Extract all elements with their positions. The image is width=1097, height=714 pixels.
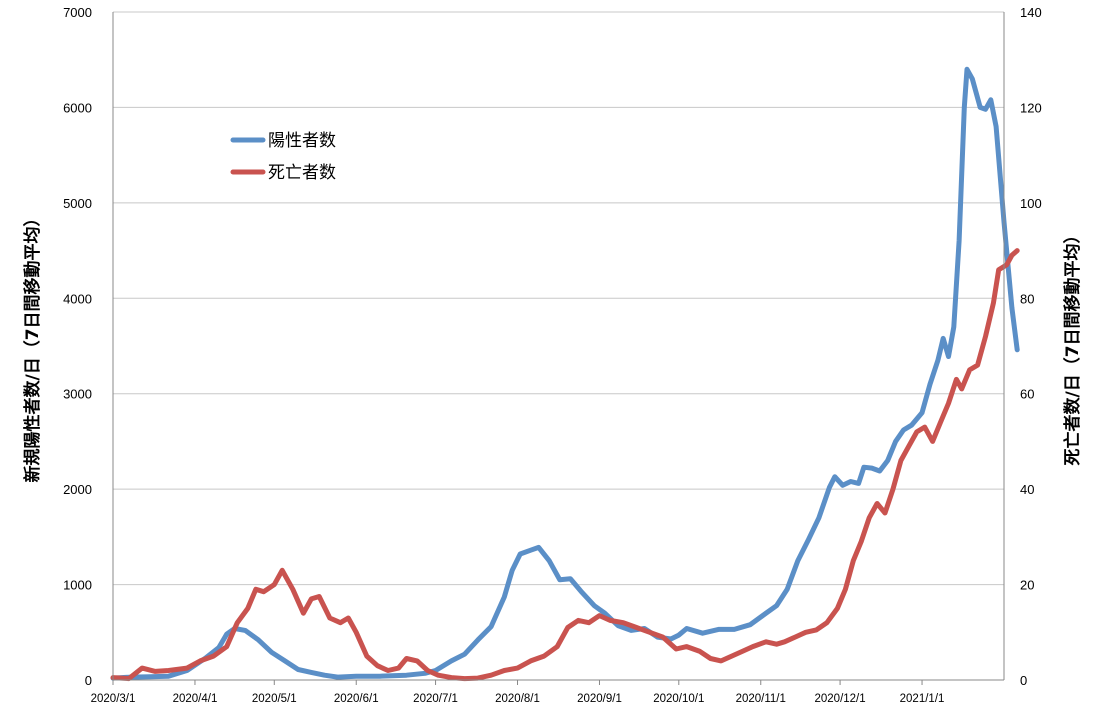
left-y-tick-label: 5000 [63,196,92,211]
x-tick-label: 2020/3/1 [91,693,136,705]
legend-label-deaths: 死亡者数 [268,163,336,183]
left-y-tick-label: 2000 [63,482,92,497]
x-ticks: 2020/3/1 2020/4/1 2020/5/1 2020/6/1 2020/7/1… [91,680,945,705]
x-tick-label: 2020/12/1 [814,693,865,705]
left-y-tick-label: 6000 [63,100,92,115]
right-y-tick-label: 140 [1020,5,1042,20]
gridlines [113,11,1004,586]
x-tick-label: 2020/7/1 [413,693,458,705]
axes [112,12,1005,681]
x-tick-label: 2020/6/1 [334,693,379,705]
x-tick-label: 2020/8/1 [495,693,540,705]
right-y-tick-label: 20 [1020,578,1034,593]
left-y-tick-label: 3000 [63,387,92,402]
right-axis-title: 死亡者数/日（7日間移動平均） [1062,226,1083,465]
x-tick-label: 2020/4/1 [173,693,218,705]
right-y-tick-label: 80 [1020,291,1034,306]
right-y-tick-label: 60 [1020,387,1034,402]
legend: 陽性者数 死亡者数 [230,131,336,183]
right-y-tick-label: 40 [1020,482,1034,497]
left-y-tick-label: 7000 [63,5,92,20]
right-y-ticks: 0 20 40 60 80 100 120 140 [1020,5,1042,688]
x-tick-label: 2020/9/1 [577,693,622,705]
left-y-ticks: 0 1000 2000 3000 4000 5000 6000 7000 [63,5,92,688]
x-tick-label: 2021/1/1 [900,693,945,705]
left-y-tick-label: 4000 [63,291,92,306]
x-tick-label: 2020/10/1 [653,693,704,705]
right-y-tick-label: 0 [1020,673,1027,688]
right-y-tick-label: 100 [1020,196,1042,211]
left-axis-title: 新規陽性者数/日（7日間移動平均） [22,209,43,482]
series-line-deaths [110,248,1020,682]
legend-label-positives: 陽性者数 [268,131,336,151]
x-tick-label: 2020/5/1 [252,693,297,705]
series-lines [110,66,1020,682]
left-y-tick-label: 1000 [63,578,92,593]
series-line-positives [110,66,1020,681]
x-tick-label: 2020/11/1 [736,693,786,705]
right-y-tick-label: 120 [1020,100,1042,115]
left-y-tick-label: 0 [85,673,92,688]
